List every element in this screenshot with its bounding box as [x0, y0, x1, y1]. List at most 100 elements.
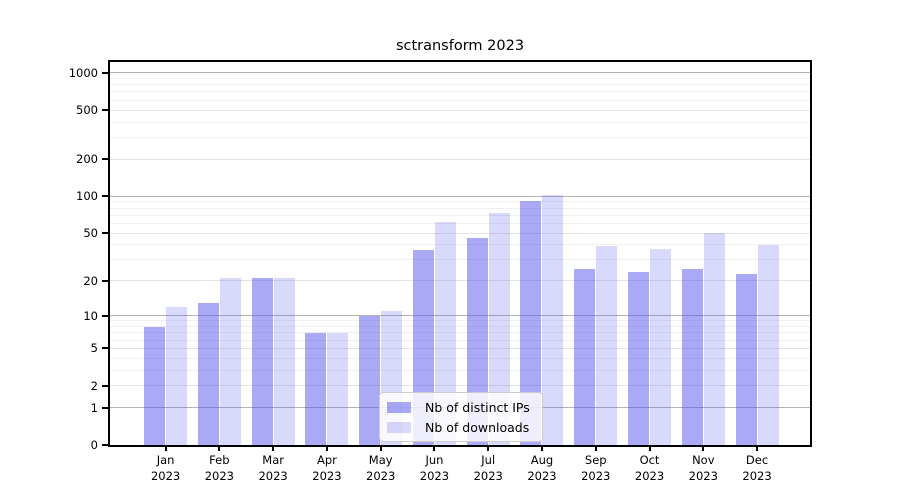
- plot-area: 0 1 2 5 10 20 50 100 200 500 1000 Jan 2023 Feb 2023 M…: [69, 60, 812, 483]
- y-gridline-minor: [110, 222, 810, 224]
- bar-distinct-ips: [359, 315, 381, 445]
- y-gridline-major: [110, 195, 810, 197]
- y-gridline-minor: [110, 320, 810, 322]
- y-gridline-minor: [110, 201, 810, 203]
- bar-downloads: [596, 246, 618, 445]
- bar-downloads: [757, 244, 779, 445]
- x-tick-mark: [594, 447, 597, 451]
- y-tick-label: 50: [83, 226, 98, 241]
- y-tick-mark: [102, 347, 108, 350]
- y-gridline-major: [110, 72, 810, 74]
- y-gridline-minor: [110, 244, 810, 246]
- bar-distinct-ips: [628, 271, 650, 445]
- y-gridline: [110, 385, 810, 387]
- y-gridline-minor: [110, 214, 810, 216]
- y-gridline-minor: [110, 99, 810, 101]
- chart-title: sctransform 2023: [395, 38, 525, 54]
- y-tick-label: 1000: [68, 65, 98, 80]
- x-tick-label: Sep 2023: [581, 453, 611, 483]
- y-tick-mark: [102, 279, 108, 282]
- y-gridline-minor: [110, 77, 810, 79]
- y-tick-mark: [102, 71, 108, 74]
- y-tick-label: 20: [83, 273, 98, 288]
- y-tick-label: 1: [90, 400, 98, 415]
- y-gridline-minor: [110, 369, 810, 371]
- bar-downloads: [542, 195, 564, 445]
- x-tick-mark: [540, 447, 543, 451]
- x-tick-mark: [218, 447, 221, 451]
- bar-distinct-ips: [197, 302, 219, 445]
- legend-label: Nb of distinct IPs: [425, 399, 530, 415]
- bar-downloads: [327, 332, 349, 445]
- y-gridline: [110, 347, 810, 349]
- y-tick-mark: [102, 109, 108, 111]
- x-tick-mark: [272, 447, 275, 451]
- bar-distinct-ips: [520, 200, 542, 445]
- bar-downloads: [166, 306, 188, 445]
- y-gridline-minor: [110, 332, 810, 334]
- legend-label: Nb of downloads: [425, 419, 530, 435]
- y-gridline-minor: [110, 357, 810, 359]
- y-gridline-minor: [110, 121, 810, 123]
- bar-downloads: [434, 221, 456, 445]
- y-tick-mark: [102, 314, 108, 317]
- y-tick-label: 10: [83, 308, 98, 323]
- x-tick-label: Dec 2023: [742, 453, 772, 483]
- x-tick-label: Jan 2023: [150, 453, 181, 483]
- bar-downloads: [488, 213, 510, 445]
- y-tick-label: 100: [76, 189, 98, 204]
- y-gridline-minor: [110, 326, 810, 328]
- y-gridline: [110, 109, 810, 111]
- bar-downloads: [219, 278, 241, 445]
- x-tick-label: Feb 2023: [204, 453, 234, 483]
- x-tick-label: Jun 2023: [419, 453, 450, 483]
- x-tick-mark: [756, 447, 759, 451]
- bar-distinct-ips: [681, 269, 703, 445]
- x-tick-mark: [487, 447, 490, 451]
- y-gridline-minor: [110, 136, 810, 138]
- y-tick-label: 500: [76, 103, 98, 117]
- bar-distinct-ips: [574, 269, 596, 445]
- y-gridline-minor: [110, 339, 810, 341]
- x-tick-label: Oct 2023: [634, 453, 665, 483]
- y-tick-label: 200: [76, 152, 98, 167]
- y-tick-mark: [102, 195, 108, 198]
- x-tick-label: Jul 2023: [473, 453, 503, 483]
- y-gridline-minor: [110, 91, 810, 93]
- x-tick-label: Aug 2023: [527, 453, 557, 483]
- y-gridline-minor: [110, 84, 810, 86]
- x-tick-label: Mar 2023: [258, 453, 288, 483]
- legend-item: Nb of distinct IPs: [387, 397, 535, 417]
- y-tick-mark: [102, 406, 108, 409]
- bar-distinct-ips: [735, 273, 757, 445]
- y-tick-label: 0: [90, 438, 98, 452]
- legend: Nb of distinct IPs Nb of downloads: [379, 392, 543, 442]
- bar-distinct-ips: [144, 326, 166, 445]
- y-gridline: [110, 158, 810, 160]
- x-tick-label: Nov 2023: [688, 453, 718, 483]
- x-tick-mark: [648, 447, 651, 451]
- y-gridline-minor: [110, 207, 810, 209]
- x-tick-mark: [164, 447, 167, 451]
- bar-downloads: [650, 248, 672, 445]
- y-gridline-minor: [110, 259, 810, 261]
- x-tick-mark: [433, 447, 436, 451]
- legend-item: Nb of downloads: [387, 417, 535, 437]
- y-gridline-major: [110, 315, 810, 317]
- y-tick-mark: [102, 232, 108, 235]
- x-tick-mark: [702, 447, 705, 451]
- bar-distinct-ips: [251, 278, 273, 445]
- y-gridline: [110, 280, 810, 282]
- y-tick-mark: [102, 444, 108, 446]
- x-tick-mark: [379, 447, 382, 451]
- x-tick-mark: [325, 447, 328, 451]
- bar-distinct-ips: [305, 332, 327, 445]
- x-tick-label: May 2023: [366, 453, 396, 483]
- y-tick-label: 2: [90, 378, 98, 393]
- legend-swatch: [387, 401, 411, 413]
- y-gridline: [110, 232, 810, 234]
- x-tick-label: Apr 2023: [312, 453, 342, 483]
- y-tick-label: 5: [90, 341, 98, 356]
- y-tick-mark: [102, 384, 108, 387]
